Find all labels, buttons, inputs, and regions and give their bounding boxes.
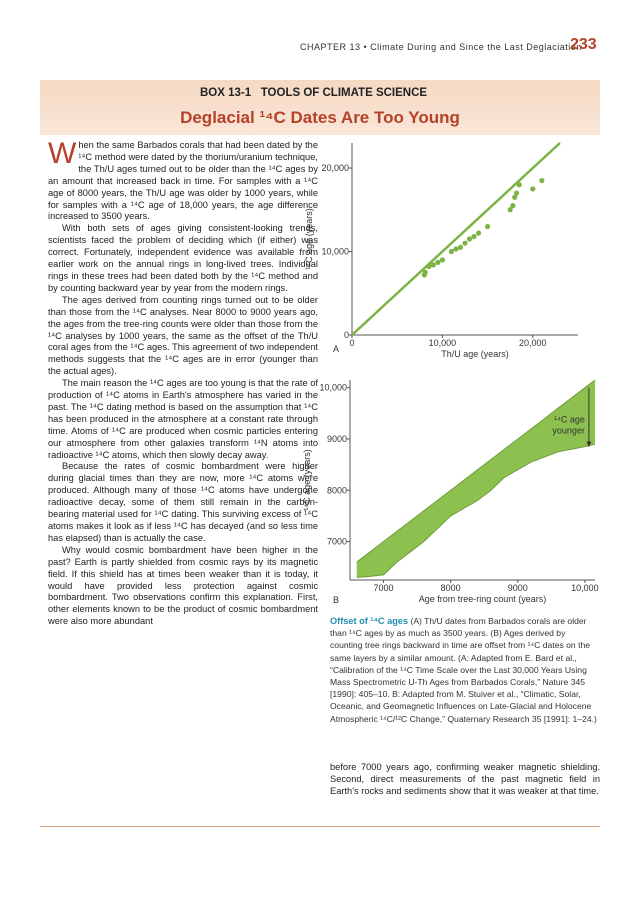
caption: Offset of ¹⁴C ages (A) Th/U dates from B… [330,615,598,725]
data-point [462,240,468,246]
paragraph-text: Because the rates of cosmic bombardment … [48,461,318,543]
data-point [485,223,491,230]
annotation: younger [552,426,585,436]
x-tick-label: 8000 [441,583,461,593]
box-band [40,80,600,135]
footer-rule [40,826,600,827]
data-point [510,203,516,209]
paragraph: Why would cosmic bombardment have been h… [48,545,318,628]
box-title: Deglacial ¹⁴C Dates Are Too Young [180,108,460,127]
box-heading: BOX 13-1 TOOLS OF CLIMATE SCIENCE [200,87,427,99]
lower-line [356,443,596,578]
caption-text: (A) Th/U dates from Barbados corals are … [330,616,597,724]
paragraph-text: The ages derived from counting rings tur… [48,294,318,377]
box-label: BOX 13-1 [200,87,252,99]
paragraph: The main reason the ¹⁴C ages are too you… [48,378,318,461]
x-tick-label: 9000 [508,583,528,593]
paragraph: Because the rates of cosmic bombardment … [48,461,318,544]
body-continuation: before 7000 years ago, confirming weaker… [330,762,600,796]
page-number: 233 [570,36,597,53]
y-axis-label: ¹⁴C age (years) [304,208,314,269]
data-point [512,194,518,200]
panel-label: A [333,344,339,354]
y-tick-label: 10,000 [321,247,349,257]
x-tick-label: 7000 [374,583,394,593]
running-header: CHAPTER 13 • Climate During and Since th… [300,42,582,52]
data-point [430,262,436,268]
y-tick-label: 0 [344,330,349,340]
arrow-head [586,441,592,447]
data-point [513,190,520,196]
x-tick-label: 10,000 [571,583,599,593]
reference-line [351,142,561,336]
x-axis-label: Th/U age (years) [441,349,509,359]
data-point [439,257,445,263]
x-tick-label: 0 [349,338,354,348]
box-series: TOOLS OF CLIMATE SCIENCE [260,87,428,99]
data-point [530,186,536,192]
y-tick-label: 9000 [327,434,347,444]
paragraph: With both sets of ages giving consistent… [48,223,318,294]
data-point [457,244,464,250]
paragraph-text: With both sets of ages giving consistent… [48,223,318,293]
panel-label: B [333,595,339,605]
data-point [471,233,477,240]
data-point [507,207,513,213]
paragraph-text: The main reason the ¹⁴C ages are too you… [48,378,318,460]
y-tick-label: 10,000 [319,383,347,393]
data-point [539,177,545,184]
x-tick-label: 20,000 [519,338,547,348]
annotation: ¹⁴C age [554,415,585,425]
data-point [466,236,473,242]
caption-title: Offset of ¹⁴C ages [330,616,409,626]
data-point [516,182,522,188]
y-tick-label: 8000 [327,485,347,495]
x-axis-label: Age from tree-ring count (years) [419,594,547,604]
paragraph-text: Why would cosmic bombardment have been h… [48,544,318,627]
paragraph-text: hen the same Barbados corals that had be… [48,140,318,222]
paragraph: The ages derived from counting rings tur… [48,295,318,378]
y-axis-label: ¹⁴C age (years) [302,449,312,510]
data-point [426,263,432,270]
data-point [435,259,441,265]
y-tick-label: 20,000 [321,163,349,173]
x-tick-label: 10,000 [429,338,457,348]
data-point [422,269,428,275]
band-fill [356,380,595,578]
drop-cap: W [48,140,77,170]
upper-line [356,379,596,563]
data-point [453,246,459,252]
y-tick-label: 7000 [327,537,347,547]
data-point [475,230,482,236]
data-point [448,248,455,255]
